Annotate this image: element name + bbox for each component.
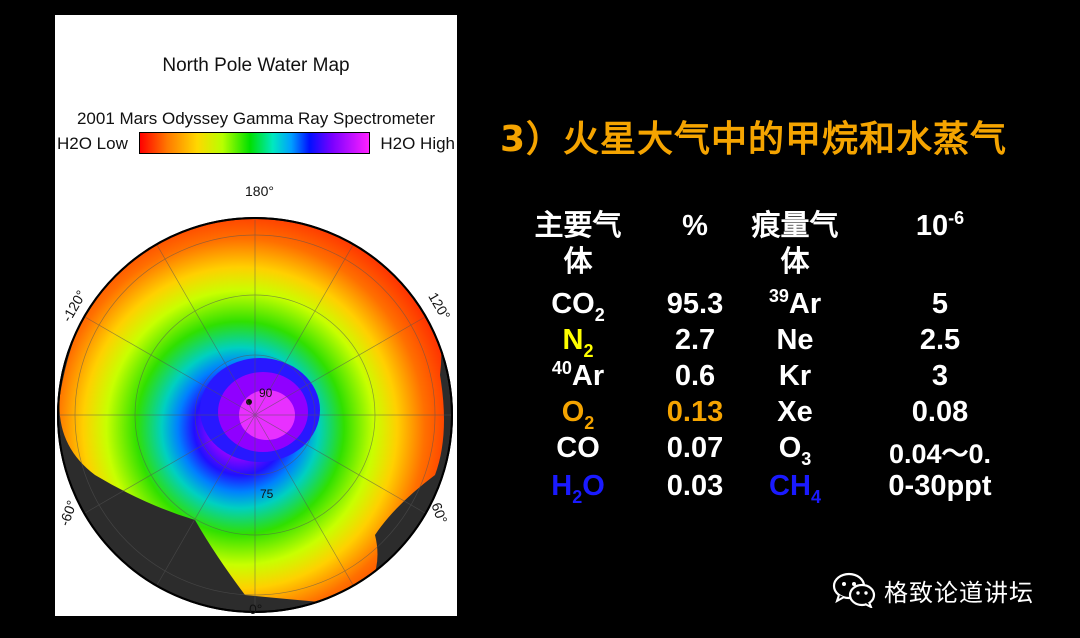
degree-label-top: 180° [245, 183, 274, 199]
brand-watermark: 格致论道讲坛 [832, 572, 1034, 608]
pct-co: 0.07 [666, 432, 724, 464]
main-gas-ar40: 40Ar [551, 358, 605, 392]
header-trace-gas: 痕量气体 [751, 210, 839, 278]
main-gas-h2o: H2O [551, 470, 605, 507]
water-map-figure: North Pole Water Map 2001 Mars Odyssey G… [55, 15, 457, 616]
trace-gas-kr: Kr [778, 360, 812, 392]
header-ppm: 10-6 [915, 208, 965, 242]
value-kr: 3 [931, 360, 949, 392]
slide-title: 3）火星大气中的甲烷和水蒸气 [500, 119, 1008, 160]
trace-gas-ar39: 39Ar [768, 286, 822, 320]
value-o3: 0.04～0. [888, 439, 992, 469]
polar-map [57, 217, 453, 613]
value-xe: 0.08 [911, 396, 969, 428]
trace-gas-o3: O3 [778, 432, 812, 469]
value-ar39: 5 [931, 288, 949, 320]
trace-gas-ne: Ne [776, 324, 814, 356]
degree-label-bottom: 0° [249, 601, 263, 616]
trace-gas-ch4: CH4 [769, 470, 821, 507]
h2o-colorbar [139, 132, 370, 154]
latitude-label-center: 90 [259, 386, 273, 400]
value-ne: 2.5 [919, 324, 961, 356]
map-title: North Pole Water Map [162, 55, 350, 76]
header-main-gas: 主要气体 [534, 210, 622, 278]
trace-gas-xe: Xe [777, 396, 813, 428]
main-gas-co2: CO2 [551, 288, 605, 325]
pct-ar40: 0.6 [674, 360, 716, 392]
value-ch4: 0-30ppt [888, 470, 992, 502]
header-percent: % [682, 210, 708, 242]
main-gas-co: CO [556, 432, 600, 464]
pct-n2: 2.7 [674, 324, 716, 356]
map-subtitle: 2001 Mars Odyssey Gamma Ray Spectrometer [76, 109, 436, 128]
wechat-icon [832, 572, 876, 608]
main-gas-o2: O2 [561, 396, 595, 433]
latitude-label-ring: 75 [260, 487, 274, 501]
pct-o2: 0.13 [666, 396, 724, 428]
brand-name: 格致论道讲坛 [884, 578, 1034, 607]
scale-low-label: H2O Low [57, 134, 128, 153]
main-gas-n2: N2 [562, 324, 594, 361]
pct-co2: 95.3 [666, 288, 724, 320]
scale-high-label: H2O High [380, 134, 455, 153]
pct-h2o: 0.03 [666, 470, 724, 502]
